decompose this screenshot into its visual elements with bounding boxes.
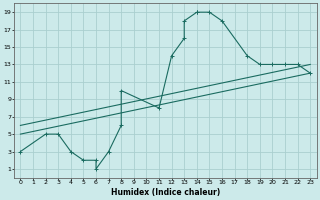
X-axis label: Humidex (Indice chaleur): Humidex (Indice chaleur): [111, 188, 220, 197]
